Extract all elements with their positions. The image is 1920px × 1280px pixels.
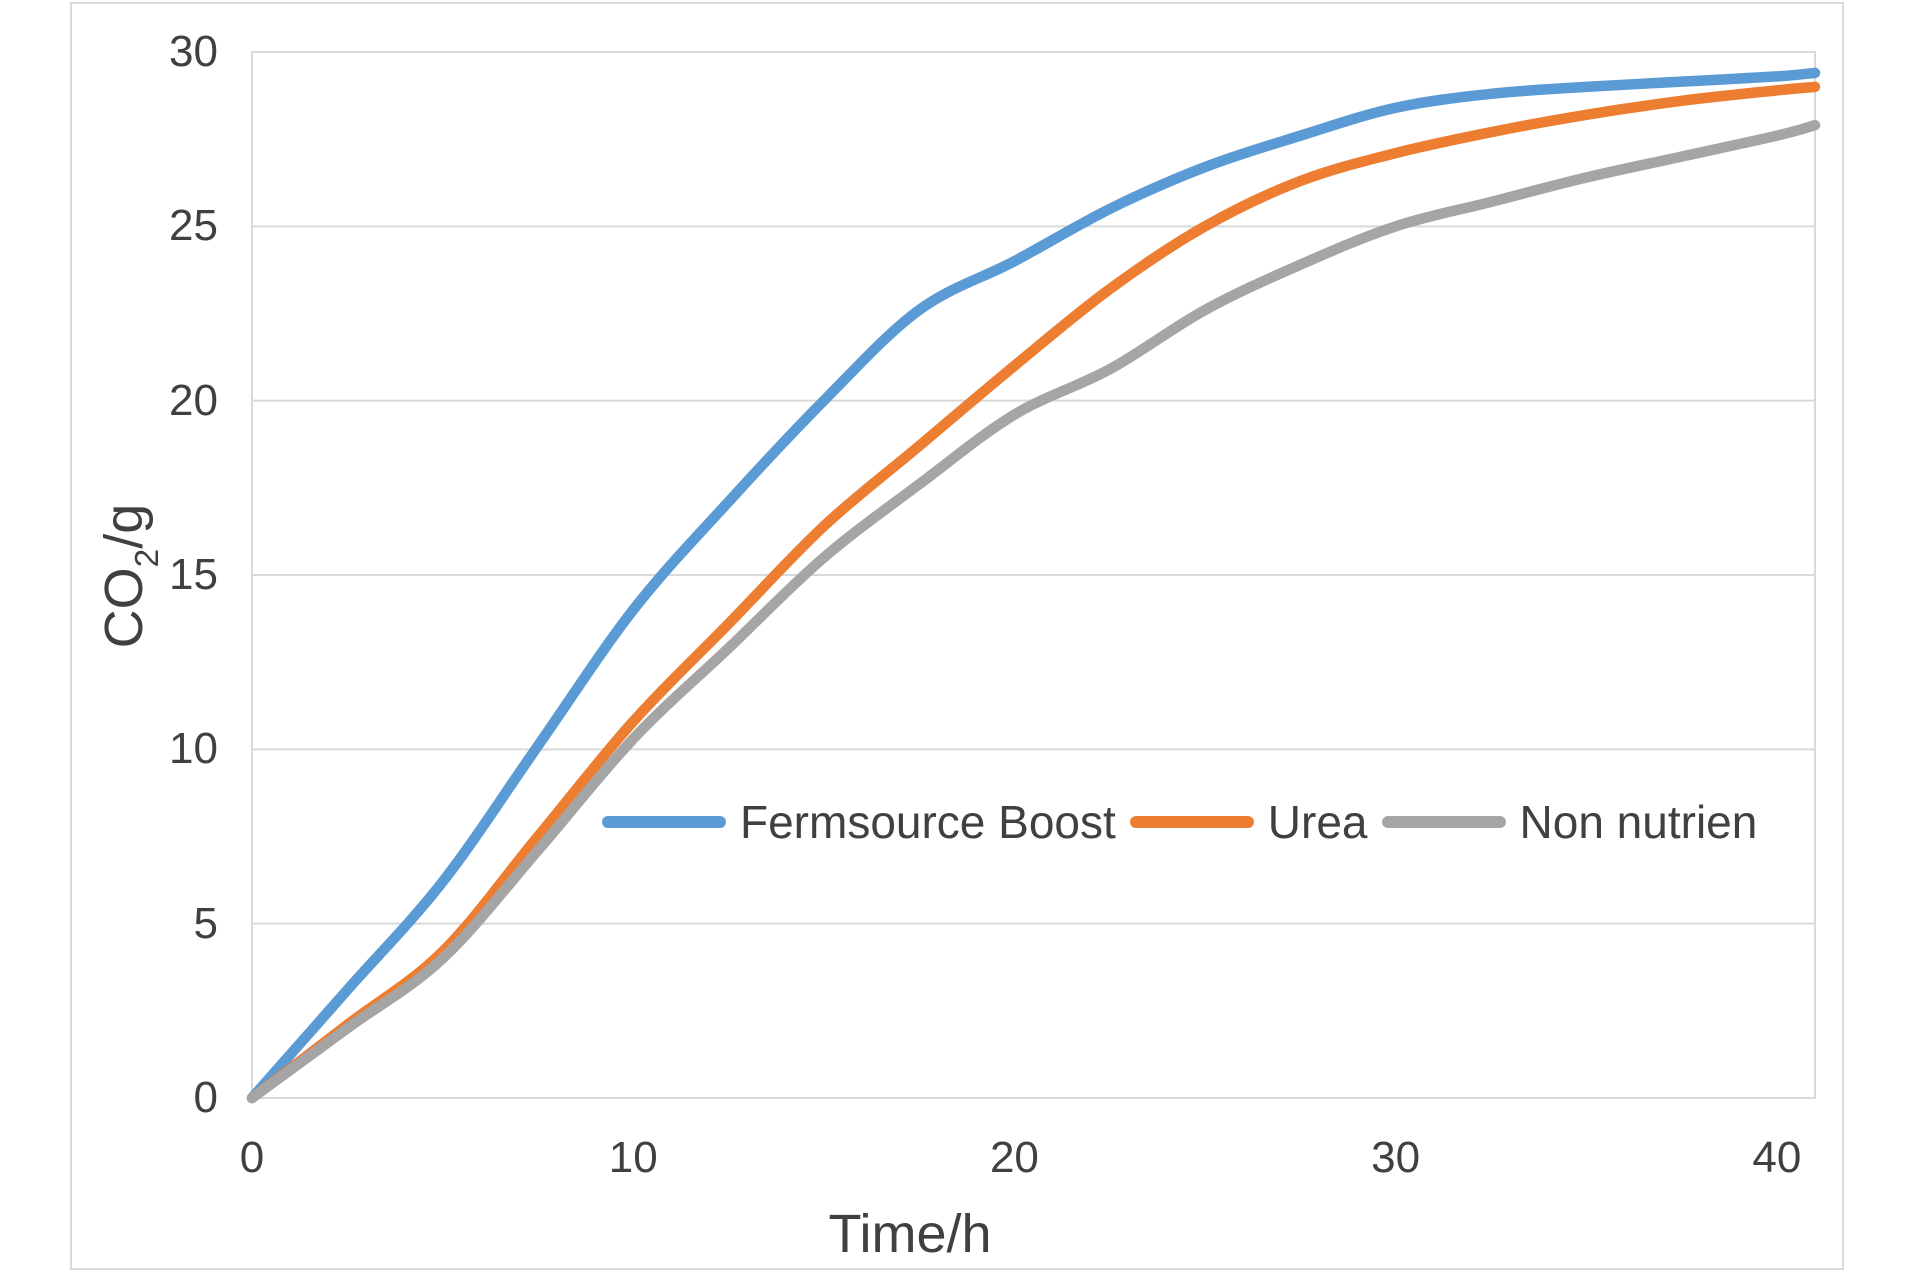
legend-item-urea: Urea	[1129, 795, 1368, 849]
legend-line-swatch-gray	[1381, 816, 1506, 828]
legend-line-swatch-orange	[1129, 816, 1254, 828]
series-line-non-nutrien	[246, 119, 1821, 1104]
legend-label: Fermsource Boost	[740, 796, 1116, 848]
y-tick-15: 15	[169, 550, 218, 599]
legend: Fermsource Boost Urea Non nutrien	[602, 795, 1757, 849]
y-axis-title-subscript: 2	[128, 548, 166, 568]
x-tick-10: 10	[608, 1133, 658, 1182]
series-line-fermsource-boost	[246, 67, 1821, 1104]
x-tick-20: 20	[989, 1133, 1039, 1182]
y-axis-title-unit: /g	[94, 503, 155, 549]
legend-label: Urea	[1267, 796, 1368, 848]
y-tick-30: 30	[169, 27, 218, 76]
legend-line-swatch-blue	[602, 816, 726, 828]
y-axis-title-text: CO	[94, 567, 155, 649]
x-tick-0: 0	[239, 1133, 265, 1182]
chart-area-frame	[70, 2, 1844, 1270]
x-tick-30: 30	[1371, 1133, 1421, 1182]
y-axis-title: CO2/g	[93, 503, 166, 649]
y-tick-10: 10	[169, 724, 218, 774]
legend-item-non-nutrien: Non nutrien	[1381, 795, 1758, 849]
y-tick-25: 25	[169, 201, 218, 251]
x-axis-title: Time/h	[828, 1204, 992, 1264]
plot-border	[251, 51, 1816, 1099]
y-tick-20: 20	[169, 375, 218, 425]
legend-label: Non nutrien	[1519, 796, 1758, 848]
x-tick-40: 40	[1752, 1133, 1802, 1182]
legend-item-fermsource-boost: Fermsource Boost	[602, 795, 1116, 849]
y-tick-0: 0	[193, 1073, 218, 1122]
series-line-urea	[246, 81, 1821, 1104]
y-tick-5: 5	[193, 898, 218, 948]
